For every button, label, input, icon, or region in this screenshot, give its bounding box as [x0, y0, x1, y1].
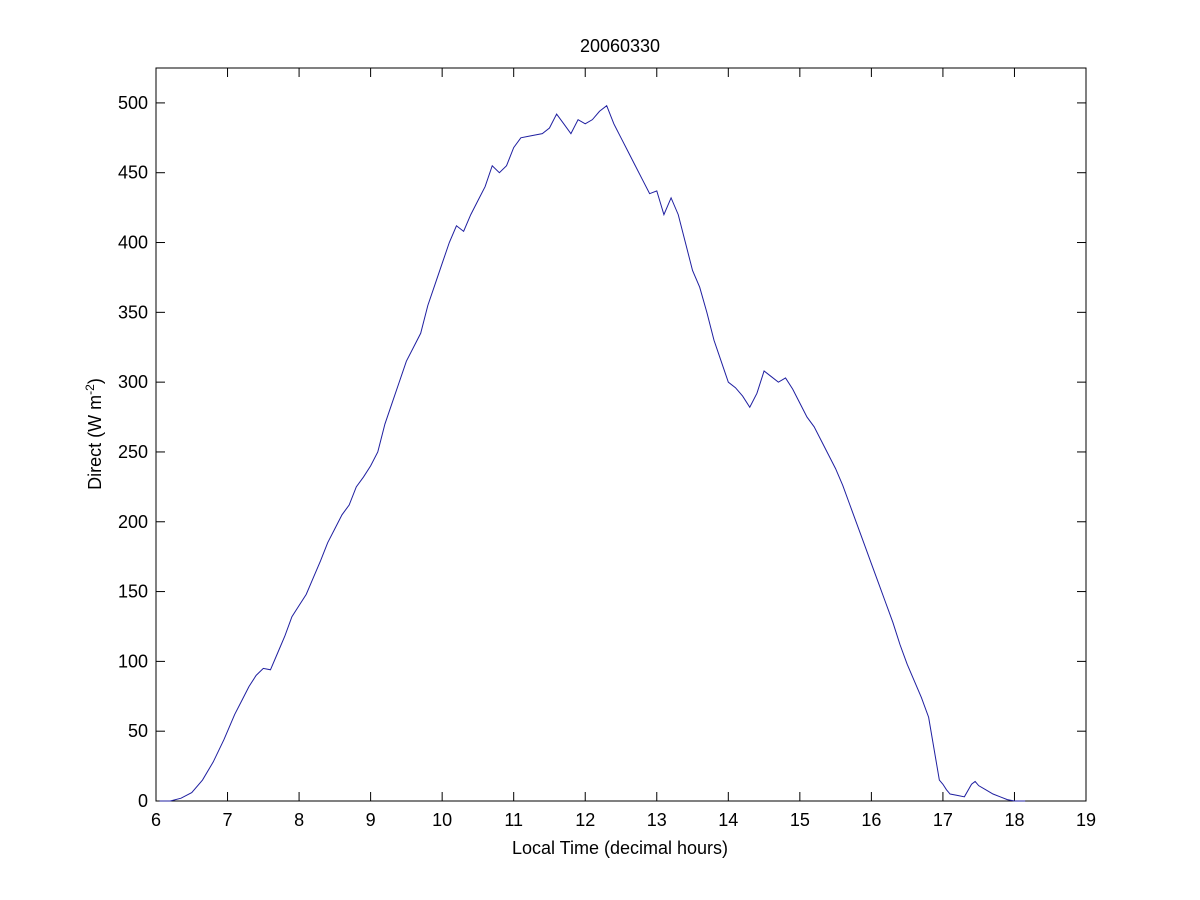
- y-tick-label: 300: [118, 372, 148, 392]
- y-axis-title: Direct (W m-2): [83, 378, 105, 490]
- x-tick-label: 11: [504, 810, 523, 830]
- x-tick-label: 10: [432, 810, 452, 830]
- y-tick-label: 150: [118, 582, 148, 602]
- x-tick-label: 8: [294, 810, 304, 830]
- x-tick-label: 7: [223, 810, 233, 830]
- x-tick-label: 16: [861, 810, 881, 830]
- x-tick-label: 19: [1076, 810, 1096, 830]
- x-axis: 6 7 8 9 10 11 12 13 14 15 16 17 18 19: [151, 68, 1096, 830]
- x-tick-label: 15: [790, 810, 810, 830]
- x-tick-label: 6: [151, 810, 161, 830]
- y-tick-label: 400: [118, 233, 148, 253]
- y-axis-title-close: ): [85, 378, 105, 384]
- x-tick-label: 13: [647, 810, 667, 830]
- x-axis-title: Local Time (decimal hours): [512, 838, 728, 858]
- x-tick-label: 18: [1004, 810, 1024, 830]
- y-tick-label: 250: [118, 442, 148, 462]
- y-tick-label: 50: [128, 721, 148, 741]
- x-tick-label: 12: [575, 810, 595, 830]
- x-tick-label: 14: [718, 810, 738, 830]
- y-axis-title-main: Direct (W m: [85, 395, 105, 490]
- chart-title: 20060330: [580, 36, 660, 56]
- series-line-direct: [159, 104, 1026, 802]
- y-tick-label: 200: [118, 512, 148, 532]
- x-tick-label: 17: [933, 810, 953, 830]
- y-tick-label: 100: [118, 651, 148, 671]
- plot-area: [155, 67, 1087, 802]
- y-tick-label: 500: [118, 93, 148, 113]
- y-tick-label: 350: [118, 302, 148, 322]
- y-tick-label: 450: [118, 163, 148, 183]
- y-axis-title-superscript: -2: [83, 384, 97, 395]
- y-axis: 0 50 100 150 200 250 300 350 400 450 500: [118, 93, 1086, 811]
- x-tick-label: 9: [366, 810, 376, 830]
- y-tick-label: 0: [138, 791, 148, 811]
